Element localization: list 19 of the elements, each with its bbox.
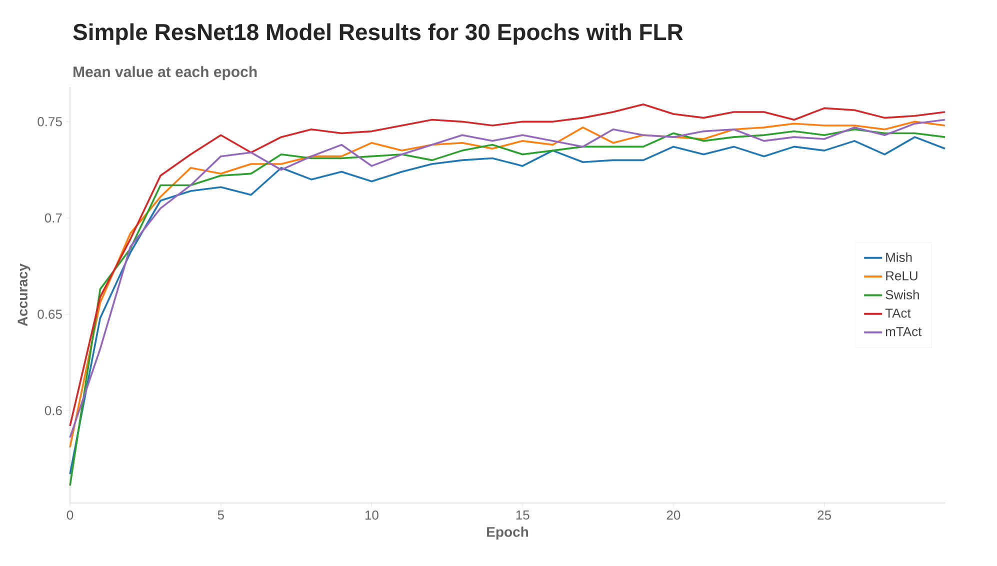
x-tick-label: 25 [818, 510, 831, 520]
chart-title: Simple ResNet18 Model Results for 30 Epochs with FLR [73, 23, 683, 45]
legend-label: Swish [886, 290, 919, 300]
y-tick-label: 0.75 [38, 117, 62, 126]
x-tick-label: 15 [516, 510, 530, 520]
x-tick-label: 10 [365, 510, 378, 520]
x-tick-label: 5 [218, 510, 224, 520]
legend-label: ReLU [886, 271, 918, 280]
chart-subtitle: Mean value at each epoch [74, 66, 257, 80]
y-tick-label: 0.7 [44, 213, 62, 223]
y-tick-label: 0.65 [38, 310, 62, 319]
x-axis-title: Epoch [487, 526, 528, 540]
x-tick-label: 20 [666, 510, 680, 520]
legend-label: mTAct [886, 327, 922, 336]
x-tick-label: 0 [66, 510, 74, 520]
legend-label: Mish [886, 252, 912, 262]
y-tick-label: 0.6 [44, 406, 62, 416]
legend-label: TAct [885, 308, 911, 318]
y-axis-title: Accuracy [18, 264, 30, 326]
